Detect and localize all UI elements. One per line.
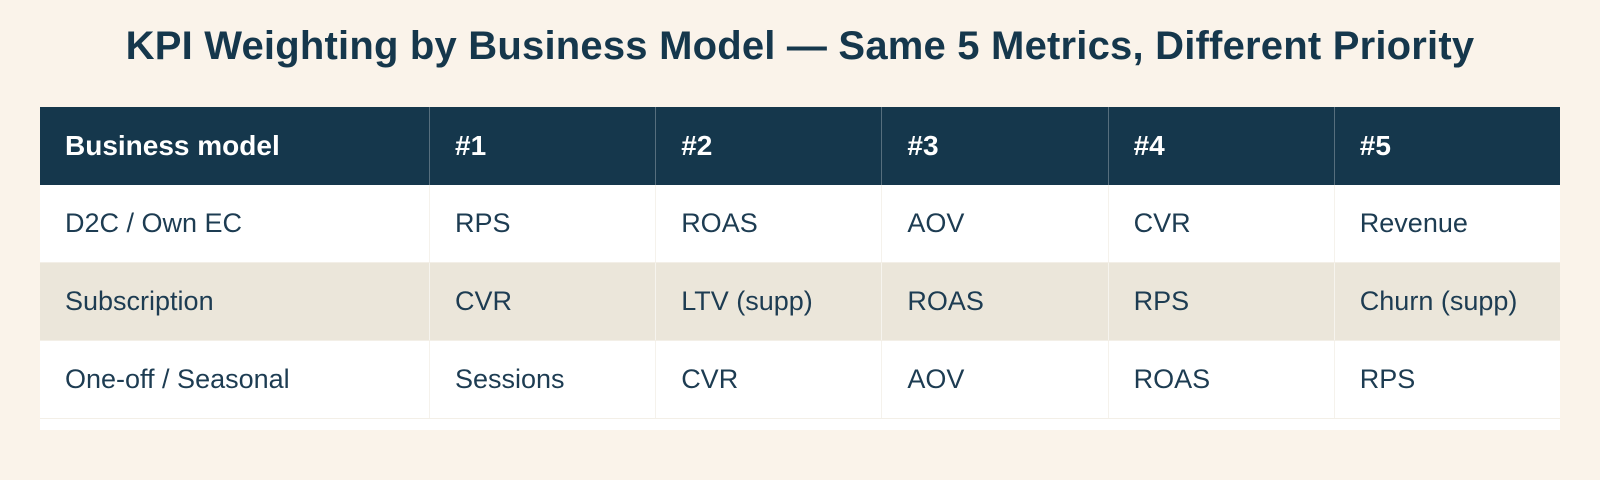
cell-metric: RPS [1107, 263, 1334, 340]
header-cell-rank-1: #1 [429, 107, 655, 185]
cell-business-model: D2C / Own EC [65, 208, 243, 238]
table-row-subscription: Subscription CVR LTV (supp) ROAS RPS Chu… [40, 263, 1560, 341]
cell-metric: ROAS [881, 263, 1107, 340]
header-cell-rank-3: #3 [881, 107, 1107, 185]
cell-metric: LTV (supp) [655, 263, 881, 340]
cell-metric: Sessions [429, 341, 655, 418]
cell-metric: AOV [881, 341, 1107, 418]
cell-metric: CVR [429, 263, 655, 340]
table-row-one-off: One-off / Seasonal Sessions CVR AOV ROAS… [40, 341, 1560, 419]
header-cell-rank-4: #4 [1107, 107, 1334, 185]
cell-business-model: Subscription [65, 286, 214, 316]
cell-metric: ROAS [1107, 341, 1334, 418]
header-cell-rank-2: #2 [655, 107, 881, 185]
kpi-weighting-table: Business model #1 #2 #3 #4 #5 D2C / Own … [40, 107, 1560, 430]
page-title: KPI Weighting by Business Model — Same 5… [125, 24, 1475, 68]
cell-business-model: One-off / Seasonal [65, 364, 290, 394]
table-row-d2c: D2C / Own EC RPS ROAS AOV CVR Revenue [40, 185, 1560, 263]
cell-metric: Revenue [1333, 185, 1560, 262]
cell-metric: CVR [655, 341, 881, 418]
cell-metric: CVR [1107, 185, 1334, 262]
cell-metric: RPS [429, 185, 655, 262]
table-header-row: Business model #1 #2 #3 #4 #5 [40, 107, 1560, 185]
cell-metric: RPS [1333, 341, 1560, 418]
header-cell-business-model: Business model [65, 130, 280, 161]
cell-metric: ROAS [655, 185, 881, 262]
cell-metric: Churn (supp) [1333, 263, 1560, 340]
cell-metric: AOV [881, 185, 1107, 262]
header-cell-rank-5: #5 [1333, 107, 1560, 185]
